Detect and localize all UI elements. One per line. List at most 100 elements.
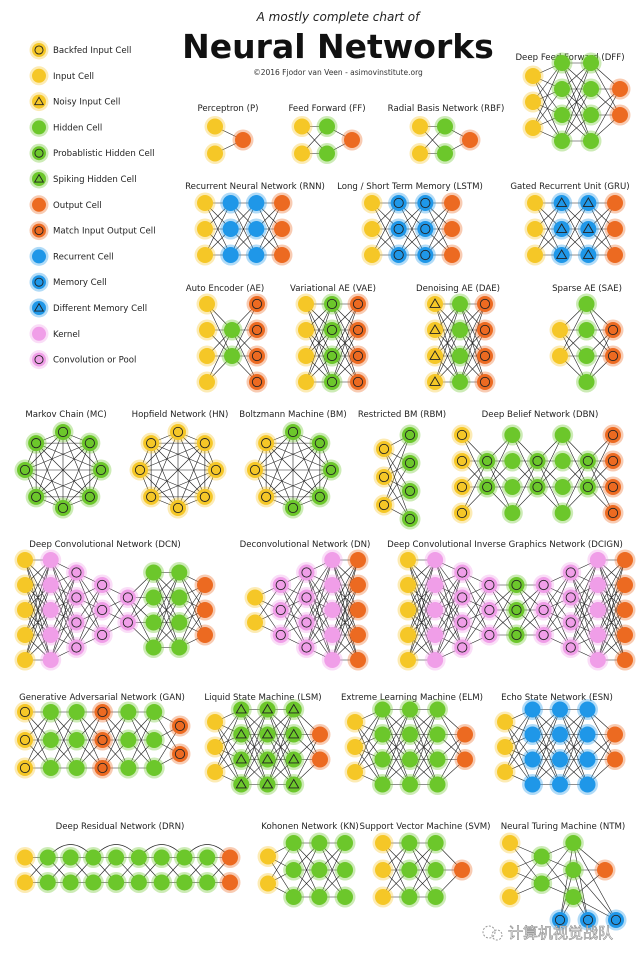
- output-cell-node: [614, 574, 636, 596]
- input-cell-node: [494, 711, 516, 733]
- output-cell-node: [232, 129, 254, 151]
- memory-cell-node: [388, 192, 410, 214]
- match-input-output-cell-node: [474, 345, 496, 367]
- memory-cell-node: [388, 244, 410, 266]
- network-label: Markov Chain (MC): [25, 410, 106, 420]
- input-cell-node: [409, 143, 431, 164]
- recurrent-cell-node: [220, 192, 242, 214]
- connection-edge: [383, 434, 411, 506]
- network-gan: Generative Adversarial Network (GAN): [14, 693, 191, 779]
- output-cell-node: [29, 195, 49, 215]
- hidden-cell-node: [117, 757, 139, 779]
- connection-edge: [24, 559, 51, 636]
- kernel-cell-node: [587, 649, 609, 671]
- hidden-cell-node: [425, 859, 447, 881]
- connection-edge: [254, 442, 320, 471]
- hidden-cell-node: [168, 637, 190, 658]
- probabilistic-hidden-cell-node: [321, 371, 343, 393]
- connection-edge: [437, 734, 466, 785]
- connection-edge: [24, 584, 51, 661]
- connection-edge: [486, 434, 513, 488]
- noisy-input-cell-node: [424, 345, 446, 367]
- memory-cell-node: [414, 244, 436, 266]
- spiking-hidden-cell-node: [257, 774, 278, 795]
- connection-edge: [267, 709, 295, 760]
- nodes: [14, 701, 191, 779]
- backfed-input-cell-node: [194, 432, 216, 454]
- connection-edge: [371, 202, 399, 256]
- network-lstm: Long / Short Term Memory (LSTM): [337, 182, 483, 266]
- edges: [204, 202, 283, 256]
- hidden-cell-node: [143, 729, 165, 751]
- hidden-cell-node: [580, 130, 602, 152]
- connection-edge: [151, 469, 217, 498]
- network-dff: Deep Feed Forward (DFF): [515, 52, 631, 152]
- connection-edge: [231, 303, 258, 357]
- connection-edge: [24, 469, 64, 509]
- connection-edge: [267, 709, 295, 785]
- match-input-output-cell-node: [347, 293, 369, 315]
- output-cell-node: [609, 104, 631, 126]
- input-cell-node: [196, 319, 218, 341]
- connection-edge: [561, 88, 592, 142]
- output-cell-node: [604, 244, 626, 266]
- network-ntm: Neural Turing Machine (NTM): [499, 822, 627, 931]
- connection-edge: [561, 62, 592, 116]
- hidden-cell-node: [37, 847, 59, 868]
- network-label: Gated Recurrent Unit (GRU): [510, 182, 629, 192]
- nodes: [397, 549, 636, 671]
- output-cell-node: [441, 218, 463, 240]
- convolution-pool-cell-node: [91, 574, 113, 596]
- connection-edge: [383, 462, 411, 506]
- input-cell-node: [291, 116, 313, 137]
- hidden-cell-node: [82, 847, 104, 868]
- probabilistic-hidden-cell-node: [309, 432, 331, 454]
- input-cell-node: [257, 846, 279, 867]
- match-input-output-cell-node: [602, 319, 624, 341]
- kernel-cell-node: [424, 599, 446, 621]
- output-cell-node: [604, 724, 626, 745]
- probabilistic-hidden-cell-node: [29, 143, 49, 163]
- connection-edge: [461, 460, 488, 514]
- connection-edge: [434, 572, 463, 661]
- output-cell-node: [271, 192, 293, 214]
- spiking-hidden-cell-node: [230, 774, 252, 795]
- connection-edge: [382, 709, 411, 785]
- memory-cell-node: [29, 272, 49, 292]
- edges: [461, 434, 614, 514]
- input-cell-node: [204, 711, 226, 733]
- connection-edge: [177, 431, 206, 497]
- hidden-cell-node: [117, 729, 139, 751]
- backfed-input-cell-node: [373, 494, 395, 516]
- probabilistic-hidden-cell-node: [506, 624, 527, 646]
- match-input-output-cell-node: [92, 701, 113, 723]
- hidden-cell-node: [372, 724, 393, 745]
- recurrent-cell-node: [245, 244, 267, 266]
- match-input-output-cell-node: [246, 293, 268, 315]
- edges: [509, 842, 617, 921]
- hidden-cell-node: [501, 502, 523, 524]
- hidden-cell-node: [151, 847, 173, 868]
- hidden-cell-node: [143, 637, 165, 658]
- hidden-cell-node: [105, 847, 127, 868]
- hidden-cell-node: [308, 886, 330, 908]
- connection-edge: [265, 442, 321, 498]
- input-cell-node: [524, 244, 546, 266]
- hidden-cell-node: [196, 872, 218, 893]
- different-memory-cell-node: [551, 218, 573, 240]
- hidden-cell-node: [168, 587, 190, 608]
- nodes: [14, 549, 216, 671]
- hidden-cell-node: [427, 749, 448, 770]
- probabilistic-hidden-cell-node: [506, 574, 527, 596]
- network-kn: Kohonen Network (KN): [257, 822, 359, 908]
- connection-edge: [532, 62, 563, 103]
- input-cell-node: [397, 624, 419, 646]
- network-label: Feed Forward (FF): [288, 104, 365, 114]
- output-cell-node: [347, 649, 369, 671]
- connection-edge: [559, 842, 574, 921]
- network-ff: Feed Forward (FF): [288, 104, 366, 164]
- memory-cell-node: [549, 909, 571, 931]
- backfed-input-cell-node: [129, 459, 151, 481]
- connection-edge: [24, 442, 90, 471]
- hidden-cell-node: [552, 502, 574, 524]
